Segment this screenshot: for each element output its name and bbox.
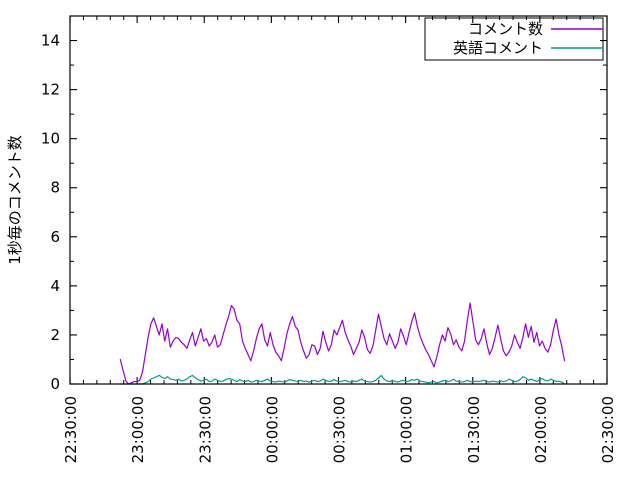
y-tick-label: 2 <box>50 326 60 344</box>
x-tick-label: 01:00:00 <box>398 396 416 463</box>
legend-label-1: コメント数 <box>468 20 543 38</box>
y-tick-label: 4 <box>50 277 60 295</box>
legend-label-2: 英語コメント <box>453 39 543 57</box>
y-tick-label: 12 <box>41 81 60 99</box>
x-tick-label: 23:30:00 <box>196 396 214 463</box>
x-tick-label: 02:00:00 <box>532 396 550 463</box>
y-axis: 0 2 4 6 8 10 12 14 <box>41 15 607 393</box>
x-tick-label: 02:30:00 <box>599 396 617 463</box>
x-tick-label: 01:30:00 <box>465 396 483 463</box>
series-line-2 <box>119 374 566 385</box>
data-series-group <box>119 302 566 385</box>
y-tick-label: 14 <box>41 32 60 50</box>
x-axis: 22:30:00 23:00:00 23:30:00 00:00:00 00:30:00… <box>62 16 617 463</box>
y-tick-label: 6 <box>50 228 60 246</box>
plot-frame <box>69 15 608 385</box>
legend-border <box>424 17 604 61</box>
x-tick-label: 23:00:00 <box>129 396 147 463</box>
y-tick-label: 0 <box>50 375 60 393</box>
y-tick-label: 10 <box>41 130 60 148</box>
x-tick-label: 00:30:00 <box>331 396 349 463</box>
series-line-1 <box>119 302 566 385</box>
y-axis-title: 1秒毎のコメント数 <box>6 135 24 265</box>
x-tick-label: 00:00:00 <box>263 396 281 463</box>
x-tick-label: 22:30:00 <box>62 396 80 463</box>
y-tick-label: 8 <box>50 179 60 197</box>
